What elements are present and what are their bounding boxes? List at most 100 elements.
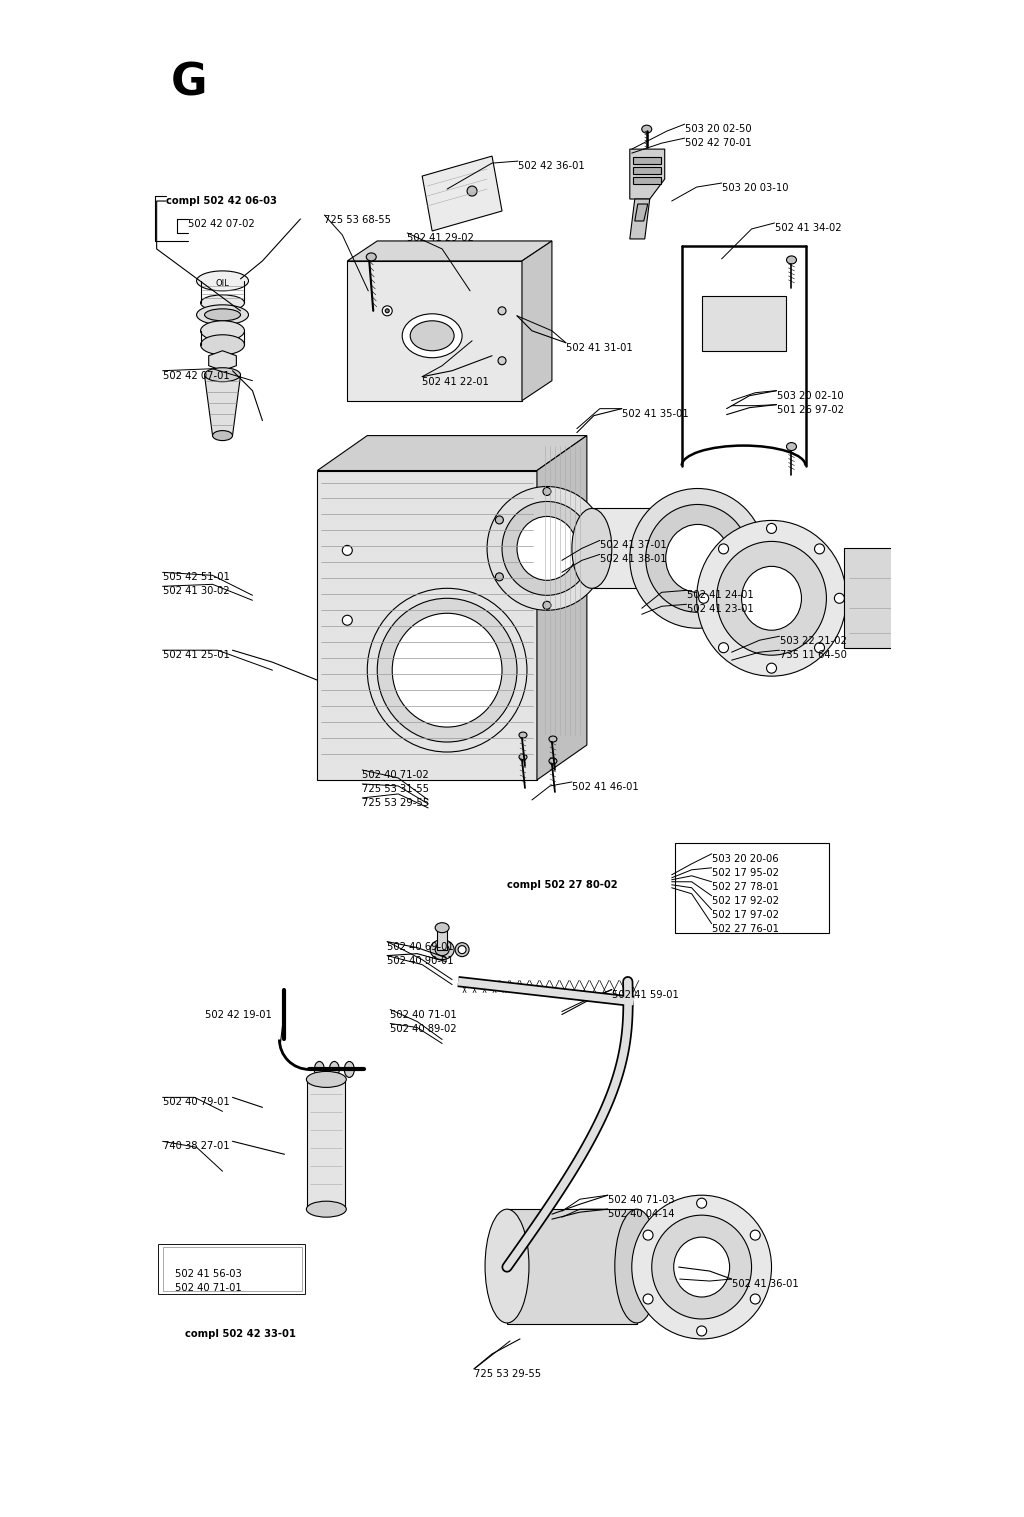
Circle shape <box>767 663 776 674</box>
Text: 503 20 03-10: 503 20 03-10 <box>722 184 788 193</box>
Ellipse shape <box>411 320 454 350</box>
Ellipse shape <box>197 272 249 291</box>
Bar <box>633 158 660 164</box>
Ellipse shape <box>213 431 232 440</box>
Ellipse shape <box>306 1201 346 1217</box>
Polygon shape <box>630 149 665 199</box>
Text: 502 41 56-03: 502 41 56-03 <box>175 1270 242 1279</box>
Circle shape <box>591 516 598 523</box>
Text: 502 41 31-01: 502 41 31-01 <box>566 343 633 353</box>
Bar <box>437 928 447 950</box>
Text: 502 41 38-01: 502 41 38-01 <box>600 554 667 564</box>
Bar <box>633 167 660 174</box>
Ellipse shape <box>201 294 245 311</box>
Ellipse shape <box>435 944 450 956</box>
Text: 502 40 71-02: 502 40 71-02 <box>362 771 429 780</box>
Circle shape <box>719 643 728 652</box>
Ellipse shape <box>614 1209 658 1323</box>
Text: 502 41 25-01: 502 41 25-01 <box>163 651 229 660</box>
Ellipse shape <box>377 598 517 742</box>
Text: 725 53 29-55: 725 53 29-55 <box>474 1368 542 1379</box>
Text: 502 40 71-01: 502 40 71-01 <box>175 1283 242 1292</box>
Circle shape <box>643 1294 653 1305</box>
Circle shape <box>719 545 728 554</box>
Text: OIL: OIL <box>216 279 229 288</box>
Text: 502 41 36-01: 502 41 36-01 <box>731 1279 799 1289</box>
Bar <box>307 1080 345 1209</box>
Text: G: G <box>171 61 207 105</box>
Circle shape <box>591 573 598 581</box>
Text: 502 42 70-01: 502 42 70-01 <box>685 138 752 149</box>
Text: 502 27 78-01: 502 27 78-01 <box>712 881 778 892</box>
Ellipse shape <box>786 443 797 451</box>
Ellipse shape <box>330 1062 339 1077</box>
Circle shape <box>814 643 824 652</box>
Ellipse shape <box>205 367 241 382</box>
Text: 502 41 46-01: 502 41 46-01 <box>571 781 639 792</box>
Bar <box>592 508 687 589</box>
Circle shape <box>696 1326 707 1336</box>
Text: 503 20 02-50: 503 20 02-50 <box>685 124 752 133</box>
Polygon shape <box>347 241 552 261</box>
Ellipse shape <box>549 758 557 765</box>
Ellipse shape <box>786 256 797 264</box>
Polygon shape <box>522 241 552 400</box>
Polygon shape <box>317 435 587 470</box>
Text: 503 20 02-10: 503 20 02-10 <box>776 391 843 400</box>
Ellipse shape <box>642 126 651 133</box>
Text: 502 41 23-01: 502 41 23-01 <box>687 604 754 614</box>
Circle shape <box>498 356 506 364</box>
Ellipse shape <box>519 733 527 739</box>
Ellipse shape <box>646 505 750 613</box>
Circle shape <box>496 573 504 581</box>
Text: 502 40 71-03: 502 40 71-03 <box>608 1195 675 1204</box>
Text: 502 42 07-01: 502 42 07-01 <box>163 370 229 381</box>
Bar <box>317 470 537 780</box>
Polygon shape <box>920 539 967 576</box>
Ellipse shape <box>666 525 730 592</box>
Circle shape <box>767 523 776 534</box>
Bar <box>675 843 829 933</box>
Circle shape <box>543 601 551 610</box>
Bar <box>845 548 920 648</box>
Bar <box>507 1209 637 1324</box>
Text: 502 40 69-01: 502 40 69-01 <box>387 942 454 951</box>
Text: 501 26 97-02: 501 26 97-02 <box>776 405 844 414</box>
Ellipse shape <box>367 253 376 261</box>
Ellipse shape <box>741 566 802 630</box>
Polygon shape <box>920 623 967 654</box>
Text: 502 41 24-01: 502 41 24-01 <box>687 590 754 601</box>
Text: 503 22 21-02: 503 22 21-02 <box>779 636 847 646</box>
Polygon shape <box>205 376 241 435</box>
Ellipse shape <box>667 508 707 589</box>
Text: 502 40 89-02: 502 40 89-02 <box>390 1024 457 1033</box>
Circle shape <box>835 593 845 604</box>
Text: 502 40 90-01: 502 40 90-01 <box>387 956 454 966</box>
Ellipse shape <box>201 335 245 355</box>
Text: 502 42 36-01: 502 42 36-01 <box>518 161 585 171</box>
Circle shape <box>467 187 477 196</box>
Text: 502 40 79-01: 502 40 79-01 <box>163 1097 229 1107</box>
Polygon shape <box>347 261 522 400</box>
Text: 725 53 31-55: 725 53 31-55 <box>362 784 429 793</box>
Text: 502 41 29-02: 502 41 29-02 <box>408 234 474 243</box>
Polygon shape <box>537 435 587 780</box>
Circle shape <box>814 545 824 554</box>
Text: 502 41 59-01: 502 41 59-01 <box>611 989 679 1000</box>
Circle shape <box>751 1230 760 1239</box>
Ellipse shape <box>430 939 454 960</box>
Circle shape <box>342 546 352 555</box>
Text: 735 11 64-50: 735 11 64-50 <box>779 651 847 660</box>
Circle shape <box>698 593 709 604</box>
Text: 502 41 30-02: 502 41 30-02 <box>163 586 229 596</box>
Ellipse shape <box>630 488 766 628</box>
Text: 502 17 95-02: 502 17 95-02 <box>712 868 778 878</box>
Circle shape <box>543 487 551 496</box>
Text: 502 40 71-01: 502 40 71-01 <box>390 1009 457 1019</box>
Ellipse shape <box>549 736 557 742</box>
Ellipse shape <box>485 1209 529 1323</box>
Text: 502 41 34-02: 502 41 34-02 <box>774 223 841 234</box>
Text: 502 41 22-01: 502 41 22-01 <box>422 376 489 387</box>
Text: 502 17 97-02: 502 17 97-02 <box>712 910 778 919</box>
Ellipse shape <box>205 309 241 320</box>
